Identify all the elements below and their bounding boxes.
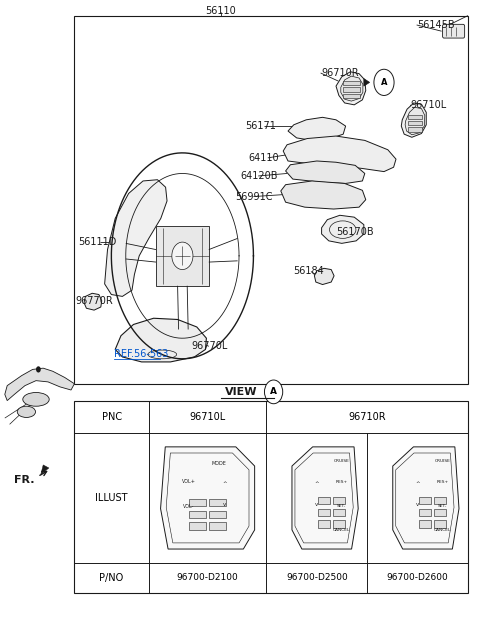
Ellipse shape — [17, 406, 36, 417]
Text: ^: ^ — [222, 480, 227, 485]
FancyBboxPatch shape — [408, 121, 422, 125]
Ellipse shape — [23, 392, 49, 406]
Text: 56170B: 56170B — [336, 227, 373, 237]
FancyBboxPatch shape — [333, 509, 345, 516]
Polygon shape — [156, 226, 209, 286]
Polygon shape — [286, 161, 365, 183]
Polygon shape — [105, 180, 167, 296]
Text: CANCEL: CANCEL — [434, 528, 451, 532]
Text: 56184: 56184 — [293, 266, 324, 276]
Text: 56111D: 56111D — [78, 237, 116, 247]
FancyBboxPatch shape — [74, 401, 468, 593]
Circle shape — [36, 366, 41, 373]
FancyBboxPatch shape — [189, 510, 206, 518]
Text: CRUISE: CRUISE — [334, 459, 349, 463]
FancyBboxPatch shape — [419, 520, 431, 528]
Polygon shape — [405, 107, 425, 135]
Text: 96700-D2500: 96700-D2500 — [286, 573, 348, 582]
Text: ILLUST: ILLUST — [96, 493, 128, 503]
FancyBboxPatch shape — [434, 497, 446, 504]
Circle shape — [264, 380, 283, 404]
Circle shape — [172, 242, 193, 270]
Text: VIEW: VIEW — [225, 387, 258, 397]
FancyBboxPatch shape — [419, 509, 431, 516]
Text: 96710L: 96710L — [410, 100, 447, 110]
Text: 96710R: 96710R — [348, 412, 386, 422]
Text: v: v — [315, 502, 318, 507]
FancyBboxPatch shape — [434, 520, 446, 528]
FancyBboxPatch shape — [343, 81, 360, 85]
Text: ^: ^ — [314, 480, 319, 485]
Text: VOL-: VOL- — [183, 504, 194, 509]
Polygon shape — [283, 136, 396, 172]
FancyArrowPatch shape — [40, 471, 47, 475]
Text: A: A — [381, 78, 387, 87]
Text: RES+: RES+ — [336, 480, 348, 484]
Text: SET-: SET- — [438, 504, 447, 509]
Polygon shape — [341, 76, 363, 101]
Text: 96710L: 96710L — [190, 412, 226, 422]
FancyBboxPatch shape — [318, 520, 330, 528]
Text: 56110: 56110 — [205, 6, 236, 16]
FancyBboxPatch shape — [333, 520, 345, 528]
FancyBboxPatch shape — [318, 497, 330, 504]
Polygon shape — [281, 181, 366, 209]
Text: SET-: SET- — [337, 504, 347, 509]
FancyBboxPatch shape — [408, 115, 422, 119]
Polygon shape — [288, 117, 346, 140]
Text: PNC: PNC — [102, 412, 121, 422]
Text: 96770L: 96770L — [191, 341, 228, 351]
FancyBboxPatch shape — [189, 499, 206, 507]
FancyBboxPatch shape — [443, 24, 465, 38]
Polygon shape — [336, 72, 366, 105]
Polygon shape — [322, 215, 364, 243]
FancyBboxPatch shape — [408, 127, 422, 132]
Polygon shape — [292, 447, 358, 549]
Polygon shape — [401, 103, 426, 137]
Text: 64110: 64110 — [249, 153, 279, 163]
Text: A: A — [270, 388, 277, 396]
FancyBboxPatch shape — [343, 87, 360, 92]
Text: 96700-D2600: 96700-D2600 — [387, 573, 448, 582]
Polygon shape — [115, 318, 206, 362]
Polygon shape — [393, 447, 459, 549]
Polygon shape — [5, 368, 74, 401]
Text: v: v — [223, 502, 226, 507]
Text: MODE: MODE — [212, 461, 227, 466]
FancyBboxPatch shape — [419, 497, 431, 504]
Text: REF.56-563: REF.56-563 — [114, 349, 168, 359]
FancyBboxPatch shape — [189, 522, 206, 530]
Polygon shape — [84, 293, 102, 310]
Text: CANCEL: CANCEL — [333, 528, 350, 532]
Text: FR.: FR. — [14, 475, 35, 485]
FancyBboxPatch shape — [209, 499, 227, 507]
Text: 96700-D2100: 96700-D2100 — [177, 573, 239, 582]
Text: 64120B: 64120B — [240, 171, 277, 181]
FancyBboxPatch shape — [434, 509, 446, 516]
Text: CRUISE: CRUISE — [434, 459, 450, 463]
FancyBboxPatch shape — [209, 510, 227, 518]
FancyBboxPatch shape — [209, 522, 227, 530]
Text: VOL+: VOL+ — [182, 479, 196, 484]
Polygon shape — [364, 79, 370, 86]
Text: 56145B: 56145B — [418, 20, 455, 30]
Text: 56171: 56171 — [245, 121, 276, 131]
Text: 96710R: 96710R — [322, 68, 359, 78]
Text: P/NO: P/NO — [99, 573, 124, 583]
FancyBboxPatch shape — [333, 497, 345, 504]
FancyBboxPatch shape — [318, 509, 330, 516]
Text: v: v — [416, 502, 419, 507]
Text: 56991C: 56991C — [235, 192, 273, 202]
Circle shape — [374, 69, 394, 95]
Polygon shape — [314, 268, 334, 285]
Text: ^: ^ — [415, 480, 420, 485]
Text: 96770R: 96770R — [76, 296, 114, 306]
Polygon shape — [41, 465, 49, 474]
Polygon shape — [160, 447, 254, 549]
Text: RES+: RES+ — [436, 480, 448, 484]
FancyBboxPatch shape — [343, 94, 360, 98]
